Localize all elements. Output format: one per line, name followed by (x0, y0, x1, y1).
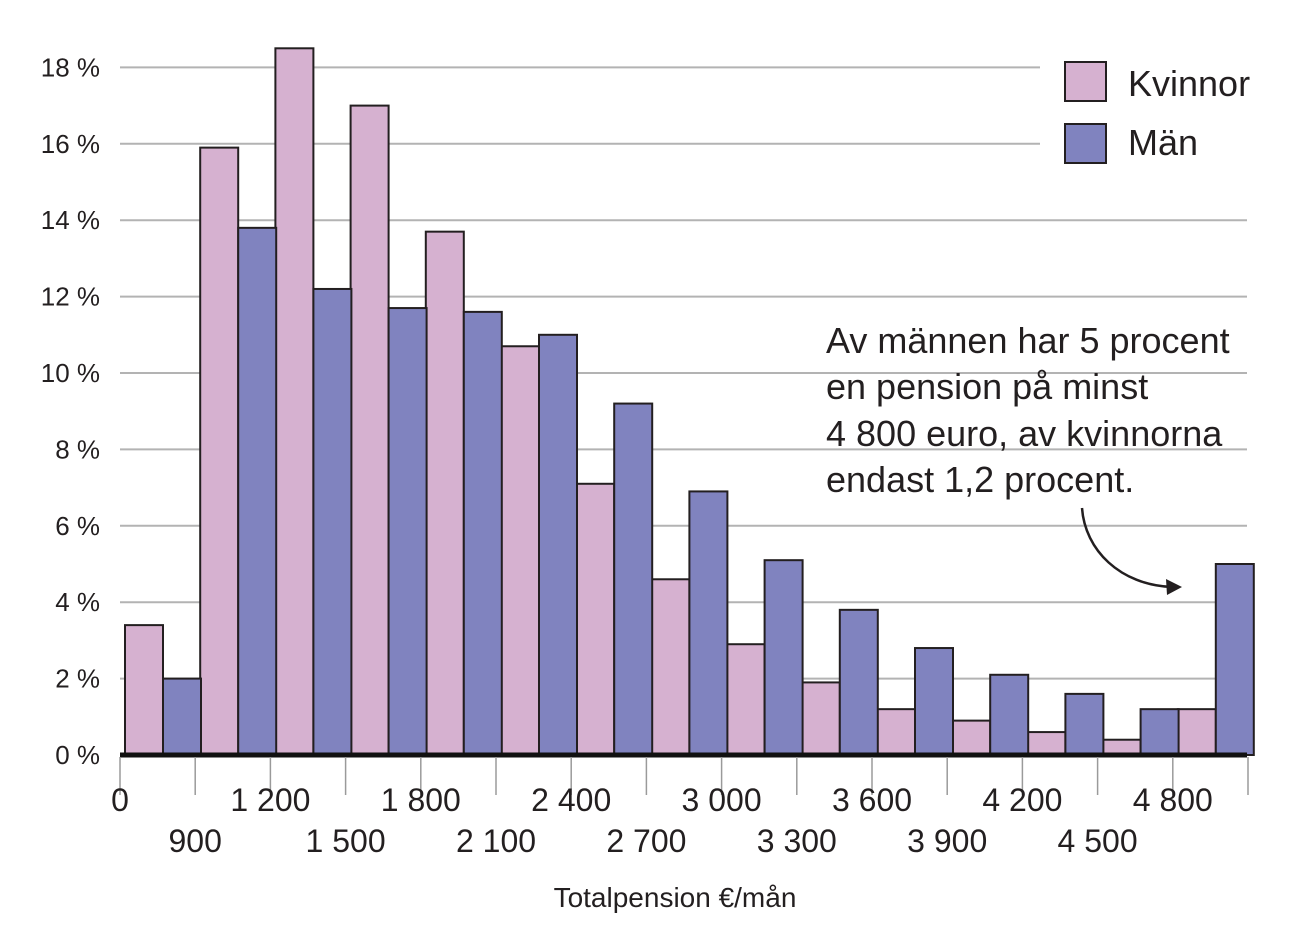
bar-man (989, 673, 1030, 757)
x-tick-label: 0 (111, 782, 129, 818)
x-tick-label: 3 300 (757, 823, 837, 859)
y-tick-label: 16 % (41, 129, 100, 159)
y-tick-label: 10 % (41, 358, 100, 388)
bar-kvinnor (876, 708, 916, 756)
x-tick-label: 3 900 (907, 823, 987, 859)
x-tick-label: 2 400 (531, 782, 611, 818)
bar-kvinnor (575, 482, 616, 756)
bar-kvinnor (650, 578, 691, 757)
y-tick-label: 6 % (55, 511, 100, 541)
x-tick-label: 4 800 (1133, 782, 1213, 818)
bar-kvinnor (951, 719, 992, 756)
legend-label-man: Män (1128, 122, 1198, 163)
x-axis-ticks: 0 1 200 1 800 2 400 3 000 3 600 4 200 4 800 900 1… (111, 782, 1213, 859)
bar-man (1064, 692, 1105, 757)
bar-man (1139, 708, 1180, 756)
annotation-line-1: Av männen har 5 procent (826, 320, 1230, 361)
y-tick-label: 2 % (55, 664, 100, 694)
legend-swatch-man (1064, 123, 1107, 164)
x-tick-label: 2 700 (606, 823, 686, 859)
bar-man (914, 647, 954, 756)
bar-kvinnor (349, 104, 390, 757)
bar-kvinnor (424, 230, 465, 757)
legend: Kvinnor Män (1064, 61, 1250, 164)
x-tick-label: 900 (169, 823, 222, 859)
bar-man (387, 307, 428, 756)
bar-man (538, 333, 578, 756)
bar-man (613, 402, 654, 756)
y-axis-ticks: 0 % 2 % 4 % 6 % 8 % 10 % 12 % 14 % 16 % 18 % (41, 52, 100, 770)
y-tick-label: 12 % (41, 282, 100, 312)
bar-kvinnor (199, 146, 240, 756)
x-axis-label: Totalpension €/mån (554, 882, 797, 913)
x-axis (119, 752, 1249, 795)
annotation-line-3: 4 800 euro, av kvinnorna (826, 413, 1223, 454)
bar-man (688, 490, 729, 756)
bar-kvinnor (274, 47, 315, 757)
x-tick-label: 1 200 (230, 782, 310, 818)
bar-kvinnor (800, 681, 841, 756)
x-tick-label: 4 500 (1058, 823, 1138, 859)
bar-man (838, 608, 879, 757)
bar-man (312, 287, 353, 756)
x-tick-label: 3 000 (682, 782, 762, 818)
y-tick-label: 8 % (55, 434, 100, 464)
bar-man (1214, 563, 1255, 756)
legend-label-kvinnor: Kvinnor (1128, 63, 1250, 104)
x-tick-label: 4 200 (982, 782, 1062, 818)
bar-man (237, 226, 278, 756)
y-tick-label: 0 % (55, 740, 100, 770)
legend-swatch-kvinnor (1064, 61, 1107, 102)
x-tick-label: 1 500 (306, 823, 386, 859)
bar-man (462, 310, 503, 756)
bar-kvinnor (1176, 708, 1217, 756)
y-tick-label: 14 % (41, 205, 100, 235)
annotation-line-2: en pension på minst (826, 366, 1148, 407)
bar-kvinnor (500, 345, 540, 756)
x-tick-label: 1 800 (381, 782, 461, 818)
x-tick-label: 3 600 (832, 782, 912, 818)
x-tick-label: 2 100 (456, 823, 536, 859)
bar-kvinnor (124, 624, 164, 756)
annotation-line-4: endast 1,2 procent. (826, 459, 1134, 500)
bar-man (763, 559, 804, 756)
annotation-arrowhead (1166, 579, 1182, 595)
y-tick-label: 18 % (41, 52, 100, 82)
annotation: Av männen har 5 procent en pension på mi… (826, 320, 1230, 595)
y-tick-label: 4 % (55, 587, 100, 617)
bar-kvinnor (1026, 731, 1067, 757)
bars (124, 47, 1255, 757)
annotation-arrow (1080, 507, 1173, 589)
bar-kvinnor (725, 643, 766, 756)
bar-man (162, 677, 202, 756)
